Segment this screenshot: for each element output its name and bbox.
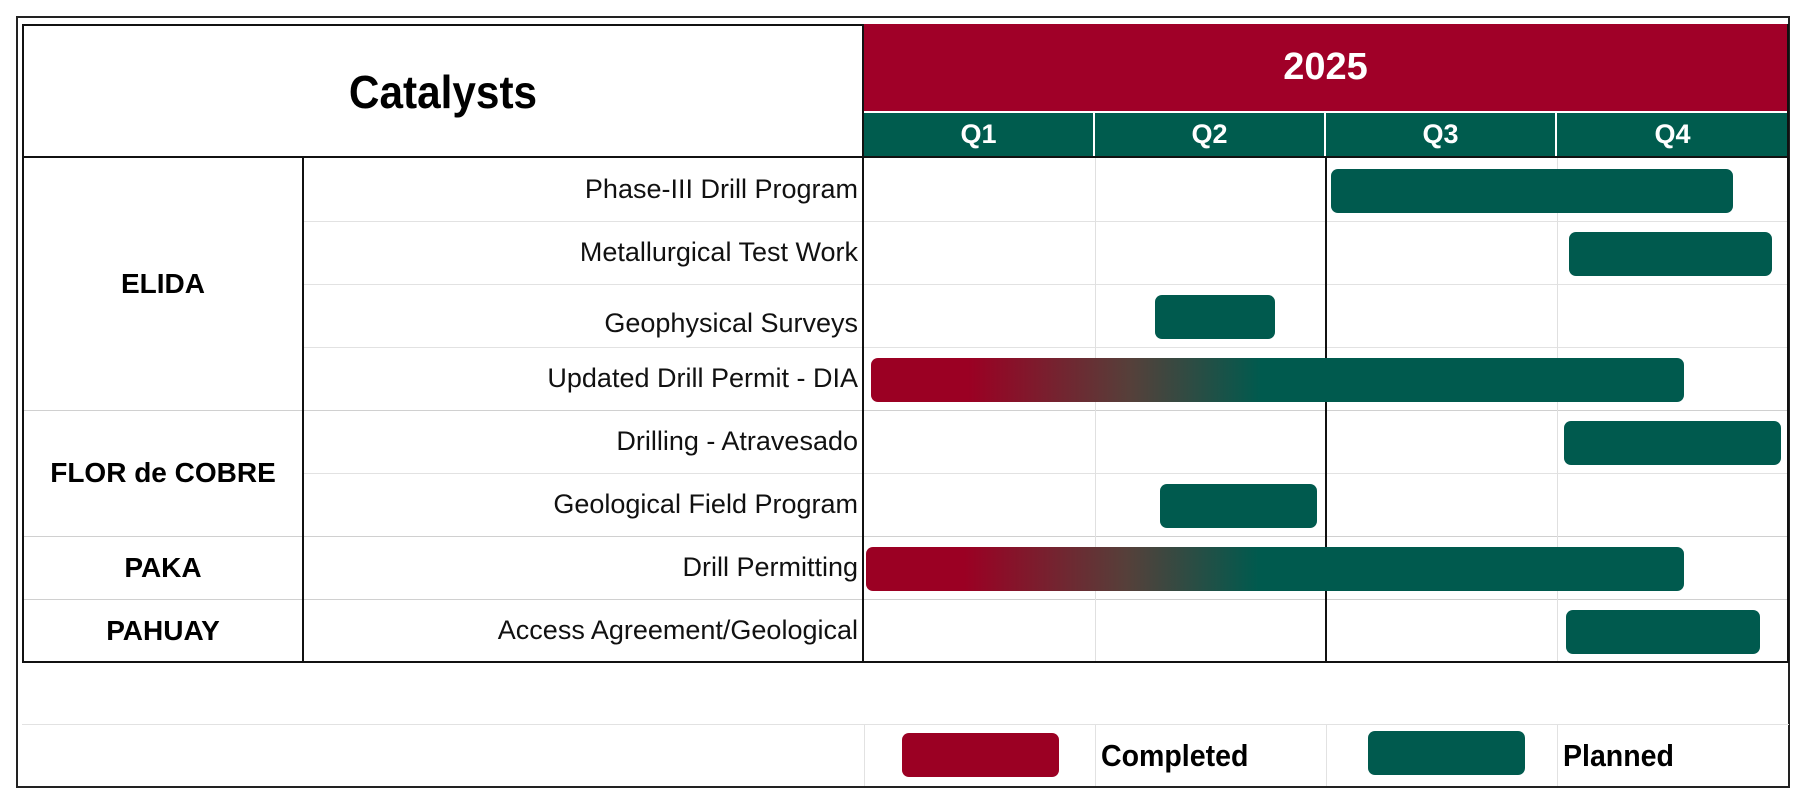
task-label: Metallurgical Test Work	[579, 237, 858, 267]
legend-top-line	[22, 724, 1789, 725]
task-column-border	[862, 24, 864, 663]
gantt-bar	[1330, 168, 1733, 213]
quarter-header-q2: Q2	[1095, 113, 1324, 156]
group-column-border	[302, 158, 304, 661]
mid-year-divider	[1325, 158, 1327, 661]
group-paka: PAKA	[124, 551, 202, 583]
task-label: Drill Permitting	[682, 552, 858, 582]
row-divider	[304, 347, 1787, 348]
row-divider	[304, 221, 1787, 222]
legend-completed-swatch	[902, 733, 1059, 777]
row-divider	[22, 599, 1787, 600]
gantt-bar	[1159, 483, 1317, 528]
task-label: Geophysical Surveys	[604, 308, 858, 338]
gantt-bar	[870, 357, 1685, 402]
gantt-bar	[866, 546, 1685, 591]
quarter-divider	[1557, 158, 1558, 661]
table-right-border	[1787, 24, 1789, 663]
quarter-header-q3: Q3	[1326, 113, 1555, 156]
gantt-bar	[1155, 294, 1276, 339]
legend-divider	[1095, 724, 1096, 786]
task-label: Updated Drill Permit - DIA	[547, 363, 858, 393]
task-label: Access Agreement/Geological	[497, 615, 858, 645]
legend-divider	[864, 724, 865, 786]
legend-completed-label: Completed	[1101, 738, 1249, 773]
gantt-bar	[1566, 609, 1761, 654]
quarter-divider	[1095, 158, 1096, 661]
chart-frame	[16, 16, 1790, 788]
row-divider	[22, 410, 1787, 411]
quarter-header-q4: Q4	[1557, 113, 1788, 156]
task-label: Drilling - Atravesado	[616, 426, 858, 456]
table-top-border	[22, 24, 864, 26]
quarter-header-q1: Q1	[864, 113, 1093, 156]
task-label: Phase-III Drill Program	[584, 174, 858, 204]
group-elida: ELIDA	[121, 268, 205, 299]
row-divider	[304, 284, 1787, 285]
row-divider	[304, 473, 1787, 474]
chart-title: Catalysts	[348, 66, 538, 118]
table-bottom-border	[22, 661, 1789, 663]
legend-planned-swatch	[1368, 731, 1525, 775]
legend-planned-label: Planned	[1563, 738, 1674, 773]
table-left-border	[22, 24, 24, 663]
header-bottom-border	[22, 156, 1789, 158]
gantt-bar	[1568, 231, 1772, 276]
task-label: Geological Field Program	[553, 489, 858, 519]
year-header: 2025	[864, 24, 1787, 111]
legend-divider	[1326, 724, 1327, 786]
group-pahuay: PAHUAY	[106, 614, 220, 646]
row-divider	[22, 536, 1787, 537]
legend-divider	[1557, 724, 1558, 786]
group-flor-de-cobre: FLOR de COBRE	[50, 457, 276, 488]
gantt-bar	[1563, 420, 1782, 465]
